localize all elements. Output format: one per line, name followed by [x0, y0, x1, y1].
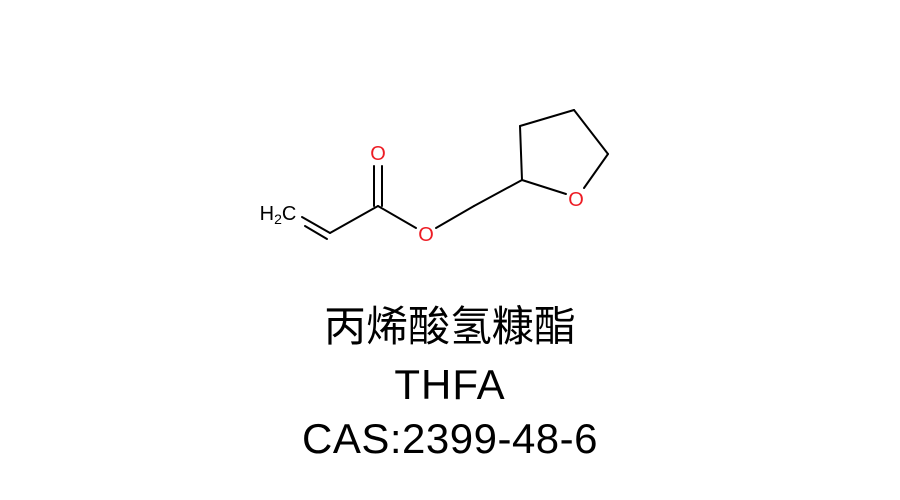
chemical-structure: H2C O O O: [250, 90, 650, 295]
bond-c8-c9: [574, 110, 608, 154]
bond-oring-c6: [522, 180, 566, 194]
bond-c7-c8: [520, 110, 574, 126]
structure-svg: H2C O O O: [250, 90, 650, 290]
chinese-name: 丙烯酸氢糠酯: [324, 300, 576, 355]
bond-c2-c3: [330, 206, 378, 233]
abbreviation: THFA: [394, 358, 505, 413]
bond-c6-c7: [520, 126, 522, 180]
atom-o-carbonyl: O: [370, 143, 386, 165]
bond-c3-oester: [378, 206, 416, 228]
atom-h2c-label: H2C: [260, 203, 297, 227]
cas-number: CAS:2399-48-6: [302, 412, 598, 467]
bond-c1-c2-b: [305, 226, 327, 239]
atom-o-ring: O: [568, 189, 584, 211]
bond-c5-c6: [474, 180, 522, 206]
bond-oester-c5: [436, 206, 474, 228]
atom-o-ester: O: [418, 224, 434, 246]
bond-c9-oring: [584, 154, 608, 188]
bond-c1-c2-a: [302, 217, 330, 233]
